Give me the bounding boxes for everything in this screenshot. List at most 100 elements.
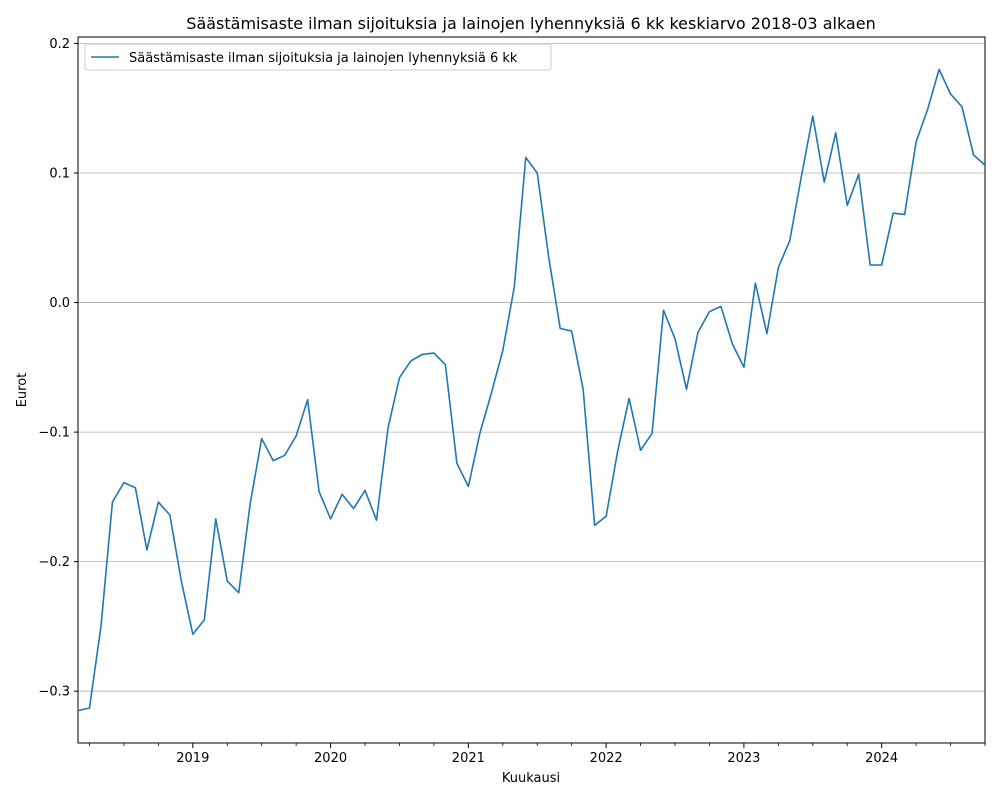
data-point — [881, 264, 883, 266]
x-tick-label: 2021 — [452, 751, 485, 766]
x-tick-label: 2022 — [590, 751, 623, 766]
data-point — [456, 462, 458, 464]
data-point — [720, 305, 722, 307]
data-point — [398, 377, 400, 379]
data-point — [353, 508, 355, 510]
data-point — [307, 399, 309, 401]
data-point — [261, 438, 263, 440]
data-point — [869, 264, 871, 266]
data-point — [708, 311, 710, 313]
data-point — [835, 132, 837, 134]
data-point — [272, 460, 274, 462]
data-point — [754, 282, 756, 284]
x-tick-label: 2019 — [176, 751, 209, 766]
data-point — [513, 286, 515, 288]
data-point — [444, 364, 446, 366]
data-point — [341, 493, 343, 495]
y-axis-label: Eurot — [15, 373, 30, 408]
series-line — [77, 68, 986, 712]
x-tick-label: 2020 — [314, 751, 347, 766]
data-point — [215, 518, 217, 520]
data-point — [536, 172, 538, 174]
data-point — [364, 489, 366, 491]
x-axis-ticks: 2019 2020 2021 2022 2023 2024 — [89, 743, 986, 766]
data-point — [226, 580, 228, 582]
data-point — [330, 518, 332, 520]
data-point — [77, 710, 79, 712]
x-axis-label: Kuukausi — [502, 771, 560, 786]
data-point — [123, 482, 125, 484]
data-point — [663, 309, 665, 311]
data-point — [915, 141, 917, 143]
legend-box — [84, 43, 552, 71]
data-point — [766, 333, 768, 335]
data-point — [410, 360, 412, 362]
y-tick-label: 0.1 — [49, 167, 70, 182]
data-point — [950, 93, 952, 95]
data-point — [628, 397, 630, 399]
y-tick-label: 0.2 — [49, 37, 70, 52]
data-point — [490, 392, 492, 394]
data-point — [479, 432, 481, 434]
data-point — [318, 491, 320, 493]
data-point — [169, 514, 171, 516]
data-point — [134, 487, 136, 489]
data-point — [238, 592, 240, 594]
chart-title: Säästämisaste ilman sijoituksia ja laino… — [186, 14, 875, 33]
data-point — [651, 432, 653, 434]
data-point — [800, 176, 802, 178]
data-point — [249, 502, 251, 504]
data-point — [203, 619, 205, 621]
data-point — [525, 156, 527, 158]
data-point — [904, 213, 906, 215]
data-point — [88, 707, 90, 709]
data-point — [421, 353, 423, 355]
y-axis-ticks: −0.3 −0.2 −0.1 0.0 0.1 0.2 — [38, 37, 78, 700]
data-point — [192, 633, 194, 635]
data-point — [284, 454, 286, 456]
data-point — [777, 267, 779, 269]
y-tick-label: 0.0 — [49, 296, 70, 311]
data-point — [892, 212, 894, 214]
data-point — [789, 239, 791, 241]
plot-area-frame — [77, 36, 986, 744]
y-tick-label: −0.2 — [38, 555, 70, 570]
data-point — [582, 388, 584, 390]
data-point — [467, 486, 469, 488]
y-tick-label: −0.1 — [38, 426, 70, 441]
data-point — [674, 338, 676, 340]
data-point — [548, 256, 550, 258]
data-point — [823, 181, 825, 183]
data-point — [111, 501, 113, 503]
data-point — [938, 68, 940, 70]
y-tick-label: −0.3 — [38, 685, 70, 700]
data-point — [157, 501, 159, 503]
data-point — [295, 435, 297, 437]
data-point — [858, 173, 860, 175]
data-point — [387, 427, 389, 429]
data-point — [697, 331, 699, 333]
data-point — [846, 204, 848, 206]
data-point — [617, 451, 619, 453]
data-point — [376, 519, 378, 521]
data-point — [433, 352, 435, 354]
data-point — [984, 164, 986, 166]
data-point — [594, 524, 596, 526]
x-tick-label: 2024 — [865, 751, 898, 766]
data-point — [605, 515, 607, 517]
data-point — [973, 154, 975, 156]
legend-label: Säästämisaste ilman sijoituksia ja laino… — [129, 51, 518, 66]
data-point — [640, 449, 642, 451]
data-point — [743, 366, 745, 368]
legend: Säästämisaste ilman sijoituksia ja laino… — [84, 43, 552, 71]
data-point — [927, 109, 929, 111]
data-point — [571, 330, 573, 332]
data-point — [100, 625, 102, 627]
y-gridlines — [78, 43, 985, 692]
data-point — [685, 388, 687, 390]
data-point — [812, 115, 814, 117]
data-point — [146, 549, 148, 551]
data-point — [559, 327, 561, 329]
